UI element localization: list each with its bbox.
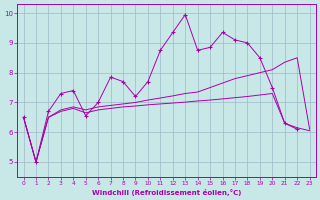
X-axis label: Windchill (Refroidissement éolien,°C): Windchill (Refroidissement éolien,°C)	[92, 189, 241, 196]
